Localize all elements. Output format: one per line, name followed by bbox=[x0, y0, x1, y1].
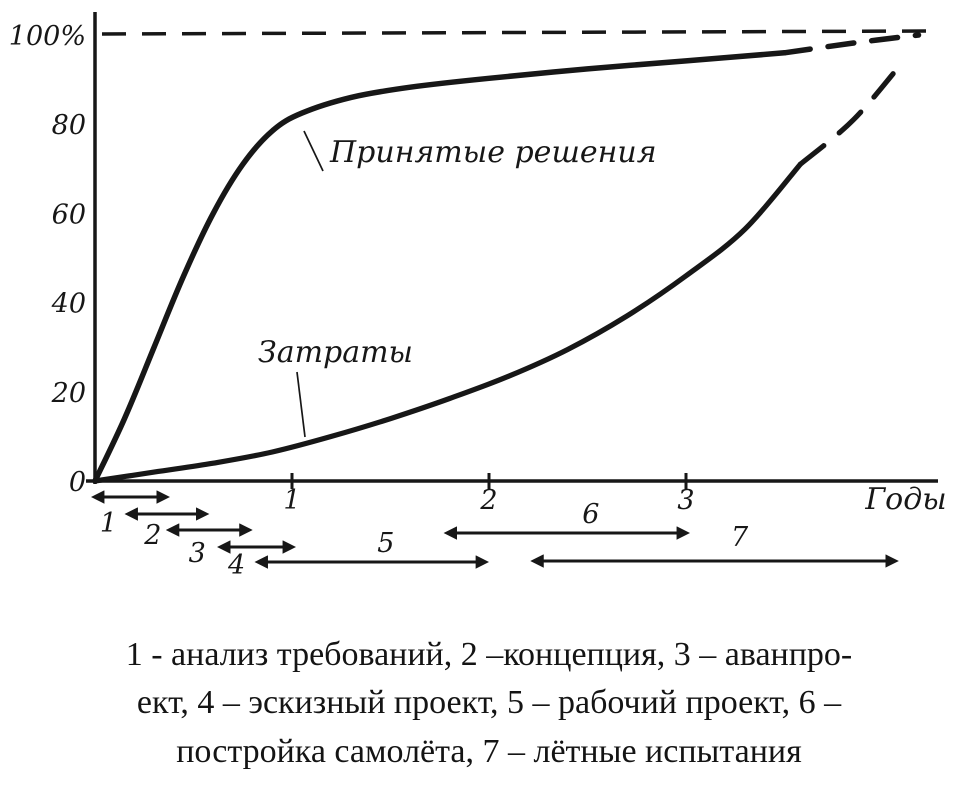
phase-number-3: 3 bbox=[189, 538, 206, 569]
label-leader-costs bbox=[296, 371, 306, 438]
x-tick-label-2: 2 bbox=[479, 485, 497, 516]
phase-number-5: 5 bbox=[377, 528, 394, 559]
x-tick-label-1: 1 bbox=[283, 485, 300, 516]
curve-decisions-dashed bbox=[781, 32, 922, 56]
curves: Принятые решения Затраты bbox=[92, 32, 922, 484]
series-label-decisions: Принятые решения bbox=[329, 135, 657, 170]
phase-arrows: 1 23 4 5 6 7 bbox=[90, 490, 899, 581]
x-axis-title: Годы bbox=[864, 482, 946, 517]
y-tick-label-20: 20 bbox=[51, 378, 86, 409]
phase-number-1: 1 bbox=[100, 508, 117, 539]
axes bbox=[86, 12, 938, 489]
x-tick-label-3: 3 bbox=[677, 485, 694, 516]
caption-line-1: 1 - анализ требований, 2 –концепция, 3 –… bbox=[125, 636, 853, 673]
y-tick-label-0: 0 bbox=[69, 467, 86, 498]
curve-costs-dashed bbox=[797, 56, 908, 167]
y-tick-label-60: 60 bbox=[52, 199, 86, 230]
y-tick-label-100: 100% bbox=[9, 21, 86, 52]
figure-caption: 1 - анализ требований, 2 –концепция, 3 –… bbox=[0, 631, 978, 776]
series-label-costs: Затраты bbox=[258, 335, 413, 370]
y-tick-label-80: 80 bbox=[52, 110, 86, 141]
axis-labels: 0 20 40 60 80 100% 1 2 3 Годы bbox=[9, 21, 947, 517]
phase-number-7: 7 bbox=[731, 522, 749, 553]
reference-line-100 bbox=[101, 29, 937, 36]
phase-number-2: 2 bbox=[143, 520, 161, 551]
curve-costs-solid bbox=[92, 161, 803, 484]
caption-line-2: ект, 4 – эскизный проект, 5 – рабочий пр… bbox=[136, 684, 842, 722]
curve-decisions-solid bbox=[92, 50, 788, 484]
caption-line-3: постройка самолёта, 7 – лётные испытания bbox=[176, 732, 802, 770]
label-leader-decisions bbox=[303, 130, 324, 172]
y-tick-label-40: 40 bbox=[51, 289, 86, 320]
phase-number-6: 6 bbox=[582, 499, 599, 530]
phase-number-4: 4 bbox=[227, 550, 245, 581]
